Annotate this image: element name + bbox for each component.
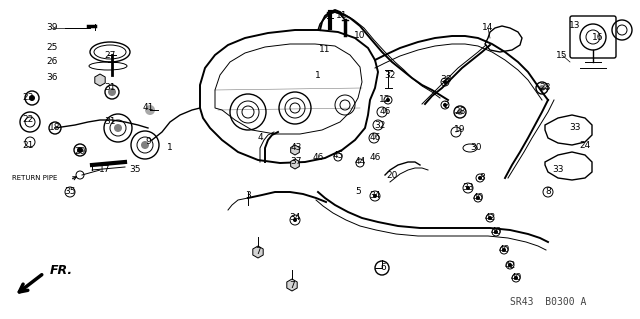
Circle shape xyxy=(77,147,83,153)
Circle shape xyxy=(114,124,122,132)
Circle shape xyxy=(443,80,447,84)
Text: 42: 42 xyxy=(504,261,516,270)
Text: 21: 21 xyxy=(22,140,34,150)
Circle shape xyxy=(514,276,518,280)
Circle shape xyxy=(508,263,512,267)
Text: 4: 4 xyxy=(257,133,263,143)
Text: 10: 10 xyxy=(355,31,365,40)
Text: 27: 27 xyxy=(104,50,116,60)
Text: 45: 45 xyxy=(332,151,344,160)
Text: 42: 42 xyxy=(484,213,495,222)
Text: 11: 11 xyxy=(319,46,331,55)
Text: 2: 2 xyxy=(443,100,449,109)
Text: 33: 33 xyxy=(462,183,474,192)
Text: 32: 32 xyxy=(374,121,386,130)
Circle shape xyxy=(488,216,492,220)
Text: 28: 28 xyxy=(454,108,466,116)
Text: 8: 8 xyxy=(545,188,551,197)
Text: 19: 19 xyxy=(454,125,466,135)
Text: 17: 17 xyxy=(99,166,111,174)
Text: 24: 24 xyxy=(579,140,591,150)
Circle shape xyxy=(373,194,377,198)
Text: 44: 44 xyxy=(355,158,365,167)
Text: 8: 8 xyxy=(479,174,485,182)
Text: 13: 13 xyxy=(569,20,580,29)
Text: 35: 35 xyxy=(129,166,141,174)
Circle shape xyxy=(466,186,470,190)
Circle shape xyxy=(539,85,545,91)
Circle shape xyxy=(293,218,297,222)
Text: 11: 11 xyxy=(336,11,348,19)
Circle shape xyxy=(386,98,390,102)
Text: 46: 46 xyxy=(369,132,381,142)
Circle shape xyxy=(502,248,506,252)
Circle shape xyxy=(29,95,35,101)
Text: 23: 23 xyxy=(22,93,34,102)
Text: 12: 12 xyxy=(380,95,390,105)
Text: 40: 40 xyxy=(510,273,522,283)
Text: 1: 1 xyxy=(315,70,321,79)
Circle shape xyxy=(141,141,149,149)
Circle shape xyxy=(443,103,447,107)
Text: 33: 33 xyxy=(552,166,564,174)
Text: 22: 22 xyxy=(22,115,34,124)
Text: 40: 40 xyxy=(499,246,509,255)
Text: 3: 3 xyxy=(245,190,251,199)
Text: 16: 16 xyxy=(592,33,604,42)
Text: FR.: FR. xyxy=(50,263,73,277)
Text: 39: 39 xyxy=(46,24,58,33)
Text: 20: 20 xyxy=(387,170,397,180)
Text: 34: 34 xyxy=(289,213,301,222)
Text: 40: 40 xyxy=(472,194,484,203)
Text: 7: 7 xyxy=(289,280,295,290)
Text: 43: 43 xyxy=(291,144,301,152)
Circle shape xyxy=(108,88,116,96)
Text: SR43  B0300 A: SR43 B0300 A xyxy=(510,297,586,307)
Text: 7: 7 xyxy=(255,248,261,256)
Text: 40: 40 xyxy=(490,227,502,236)
Text: 31: 31 xyxy=(104,84,116,93)
Text: 15: 15 xyxy=(556,50,568,60)
Circle shape xyxy=(478,176,482,180)
Circle shape xyxy=(457,109,463,115)
Text: 46: 46 xyxy=(312,153,324,162)
Text: 28: 28 xyxy=(540,84,550,93)
Text: 31: 31 xyxy=(104,117,116,127)
Text: 1: 1 xyxy=(167,144,173,152)
Text: RETURN PIPE: RETURN PIPE xyxy=(12,175,58,181)
Text: 34: 34 xyxy=(369,190,381,199)
Circle shape xyxy=(494,230,498,234)
Text: 41: 41 xyxy=(142,103,154,113)
Text: 6: 6 xyxy=(380,263,386,272)
Text: 38: 38 xyxy=(440,76,452,85)
Circle shape xyxy=(476,196,480,200)
Text: 36: 36 xyxy=(46,73,58,83)
Text: 46: 46 xyxy=(369,153,381,162)
Text: 46: 46 xyxy=(380,108,390,116)
Text: 26: 26 xyxy=(46,57,58,66)
Text: 5: 5 xyxy=(355,188,361,197)
Text: 30: 30 xyxy=(470,144,482,152)
Circle shape xyxy=(145,105,155,115)
Text: 35: 35 xyxy=(64,188,76,197)
Text: 37: 37 xyxy=(291,158,301,167)
Text: 9: 9 xyxy=(145,137,151,146)
Text: 33: 33 xyxy=(569,123,580,132)
Text: 32: 32 xyxy=(384,70,396,79)
Text: 18: 18 xyxy=(49,123,61,132)
Text: 14: 14 xyxy=(483,24,493,33)
Text: 25: 25 xyxy=(46,43,58,53)
Text: 29: 29 xyxy=(74,147,86,157)
